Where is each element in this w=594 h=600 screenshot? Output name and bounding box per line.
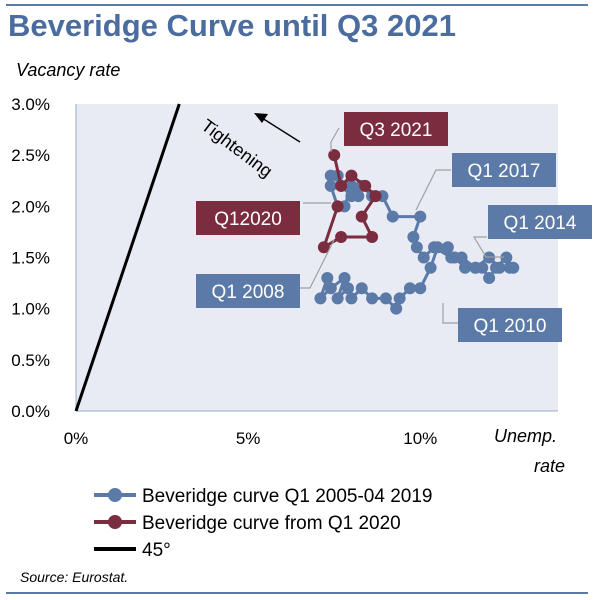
y-tick-label: 0.5% — [11, 351, 50, 370]
leader-q3-2021 — [330, 127, 340, 152]
data-point — [393, 292, 406, 305]
data-point — [369, 190, 382, 203]
data-point — [414, 210, 427, 223]
data-point — [407, 231, 420, 244]
legend-swatch-blue-marker — [108, 488, 122, 502]
data-point — [355, 210, 368, 223]
y-tick-label: 1.5% — [11, 249, 50, 268]
data-point — [314, 292, 327, 305]
y-tick-label: 1.0% — [11, 300, 50, 319]
leader-q1-2014 — [472, 236, 504, 258]
data-point — [459, 261, 472, 274]
data-point — [445, 251, 458, 264]
data-point — [331, 292, 344, 305]
data-point — [324, 169, 337, 182]
data-point — [455, 251, 468, 264]
y-tick-label: 3.0% — [11, 95, 50, 114]
data-point — [390, 302, 403, 315]
source-note: Source: Eurostat. — [20, 569, 129, 585]
data-point — [500, 251, 513, 264]
data-point — [386, 210, 399, 223]
callout-q3-2021-label: Q3 2021 — [360, 120, 433, 141]
callout-q1-2017-label: Q1 2017 — [468, 161, 541, 182]
data-point — [428, 241, 441, 254]
callout-q1-2017-box — [452, 153, 556, 187]
data-point — [503, 261, 516, 274]
x-axis-label-line1: Unemp. — [494, 426, 557, 446]
y-tick-label: 2.5% — [11, 146, 50, 165]
data-point — [366, 231, 379, 244]
x-tick-label: 10% — [403, 429, 437, 448]
y-tick-label: 0.0% — [11, 402, 50, 421]
data-point — [328, 149, 341, 162]
x-tick-label: 5% — [236, 429, 261, 448]
legend-label-45: 45° — [142, 540, 171, 561]
data-point — [321, 271, 334, 284]
data-point — [335, 179, 348, 192]
data-point — [414, 282, 427, 295]
data-point — [324, 282, 337, 295]
data-point — [410, 241, 423, 254]
tightening-arrow — [261, 117, 301, 143]
data-point — [379, 292, 392, 305]
callout-q1-2020-box — [196, 201, 300, 235]
callout-q1-2014-box — [488, 205, 592, 239]
x-tick-label: 0% — [64, 429, 89, 448]
callout-q1-2008-label: Q1 2008 — [212, 282, 285, 303]
callout-q1-2008-box — [196, 274, 300, 308]
line-45-degree — [74, 103, 181, 412]
data-point — [441, 241, 454, 254]
data-point — [338, 271, 351, 284]
callout-q1-2010-label: Q1 2010 — [474, 316, 547, 337]
data-point — [345, 292, 358, 305]
y-tick-label: 2.0% — [11, 197, 50, 216]
data-point — [335, 231, 348, 244]
x-axis-label-line2: rate — [534, 456, 565, 476]
y-axis-label: Vacancy rate — [16, 60, 120, 80]
data-point — [352, 190, 365, 203]
data-point — [359, 179, 372, 192]
leader-q1-2017 — [415, 169, 451, 211]
legend-swatch-red-marker — [108, 515, 122, 529]
data-point — [417, 251, 430, 264]
data-point — [345, 169, 358, 182]
callout-q1-2010-box — [458, 308, 562, 342]
data-point — [469, 261, 482, 274]
callout-q1-2014-label: Q1 2014 — [504, 213, 577, 234]
leader-q1-2010 — [442, 303, 458, 324]
callout-leaders — [298, 127, 504, 324]
top-rule — [6, 4, 588, 6]
data-point — [493, 261, 506, 274]
data-point — [324, 179, 337, 192]
data-point — [355, 282, 368, 295]
data-point — [366, 292, 379, 305]
tightening-arrowhead — [254, 113, 268, 123]
y-tick-labels: 0.0% 0.5% 1.0% 1.5% 2.0% 2.5% 3.0% — [11, 95, 50, 421]
chart-title: Beveridge Curve until Q3 2021 — [8, 8, 456, 43]
legend-label-red: Beveridge curve from Q1 2020 — [142, 513, 401, 534]
data-point — [331, 200, 344, 213]
data-point — [345, 179, 358, 192]
data-point — [403, 282, 416, 295]
data-point — [341, 282, 354, 295]
data-point — [317, 241, 330, 254]
data-point — [424, 261, 437, 274]
bottom-rule — [6, 592, 588, 594]
legend: Beveridge curve Q1 2005-04 2019 Beveridg… — [94, 486, 432, 561]
legend-label-blue: Beveridge curve Q1 2005-04 2019 — [142, 486, 432, 507]
data-point — [483, 271, 496, 284]
series-layer — [74, 103, 520, 412]
leader-q1-2008 — [298, 239, 335, 289]
callout-q3-2021-box — [344, 112, 448, 146]
x-tick-labels: 0% 5% 10% — [64, 429, 438, 448]
callout-q1-2020-label: Q12020 — [214, 209, 282, 230]
